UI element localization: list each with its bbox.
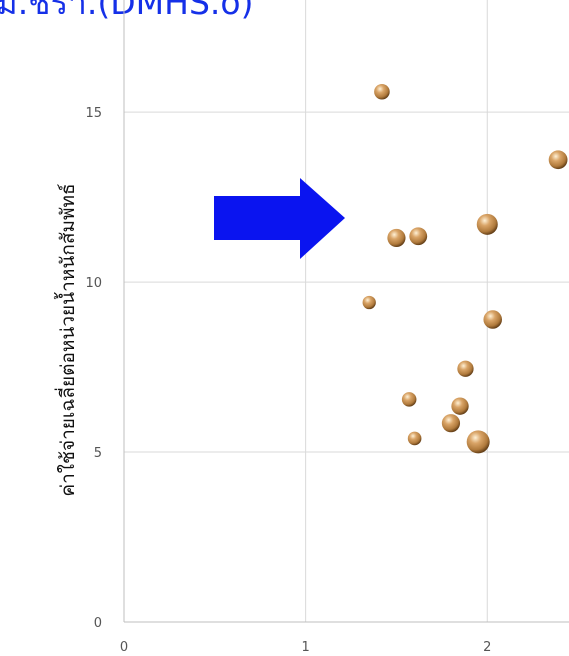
bubble-point (457, 360, 474, 377)
axes (123, 0, 569, 623)
y-tick-label: 15 (85, 106, 102, 121)
arrow-annotation (214, 178, 345, 259)
y-tick-label: 5 (94, 446, 102, 461)
bubble-point (476, 213, 498, 235)
bubble-point (407, 431, 422, 446)
bubble-point (409, 227, 428, 246)
bubble-point (387, 228, 406, 248)
bubble-point (483, 310, 502, 329)
bubble-point (362, 295, 376, 310)
y-axis-title: ค่าใช้จ่ายเฉลี่ยต่อหน่วยน้ำหนักสัมพัทธ์ (54, 183, 79, 496)
tick-labels: 0 5 10 15 0 1 2 (85, 106, 491, 655)
x-tick-label: 0 (120, 640, 128, 655)
x-tick-label: 1 (301, 640, 309, 655)
bubbles (362, 83, 568, 454)
bubble-point (548, 150, 568, 170)
bubble-point (466, 430, 490, 454)
x-tick-label: 2 (483, 640, 491, 655)
right-arrow-icon (214, 178, 345, 259)
bubble-point (451, 397, 469, 415)
bubble-point (374, 83, 390, 100)
y-tick-label: 0 (94, 616, 102, 631)
y-tick-label: 10 (85, 276, 102, 291)
bubble-point (441, 414, 461, 433)
bubble-point (401, 392, 417, 407)
clipped-title-fragment: ม.ชรา.(DMHS.o) (0, 0, 253, 22)
gridlines (124, 0, 569, 622)
